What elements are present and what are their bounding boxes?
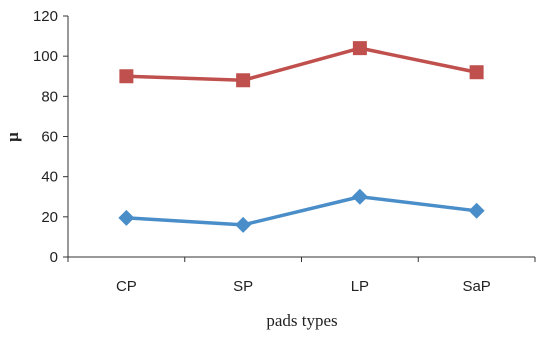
y-ticks: 0 20 40 60 80 100 120: [33, 8, 68, 266]
series-line: [124, 195, 479, 227]
y-tick-label: 60: [41, 129, 58, 146]
y-tick-label: 120: [33, 8, 58, 25]
x-tick-label: SP: [233, 278, 253, 295]
series-1: [119, 41, 484, 88]
data-point-diamond: [351, 188, 368, 205]
series-line: [124, 46, 479, 83]
data-point-diamond: [235, 216, 252, 233]
y-tick-label: 40: [41, 169, 58, 186]
data-point-square: [469, 65, 484, 80]
data-point-square: [236, 73, 251, 88]
data-point-diamond: [118, 209, 135, 226]
y-tick-label: 0: [50, 249, 58, 266]
x-tick-label: SaP: [462, 278, 490, 295]
y-tick-label: 100: [33, 48, 58, 65]
x-tick-label: CP: [116, 278, 137, 295]
series-layer: [118, 41, 485, 233]
x-ticks: CP SP LP SaP: [67, 257, 536, 295]
series-2: [118, 188, 485, 233]
y-tick-label: 80: [41, 88, 58, 105]
plot-area: 0 20 40 60 80 100 120 CP SP LP SaP: [33, 8, 536, 295]
data-point-diamond: [468, 202, 485, 219]
data-point-square: [352, 41, 367, 56]
x-tick-label: LP: [351, 278, 369, 295]
data-point-square: [119, 69, 134, 84]
y-tick-label: 20: [41, 209, 58, 226]
y-axis-title: μ: [3, 132, 22, 142]
x-axis-title: pads types: [266, 311, 337, 330]
